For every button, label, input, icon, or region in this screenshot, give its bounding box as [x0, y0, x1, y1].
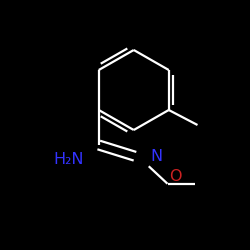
Text: O: O	[169, 169, 181, 184]
Text: N: N	[150, 149, 162, 164]
Text: H₂N: H₂N	[54, 152, 84, 168]
